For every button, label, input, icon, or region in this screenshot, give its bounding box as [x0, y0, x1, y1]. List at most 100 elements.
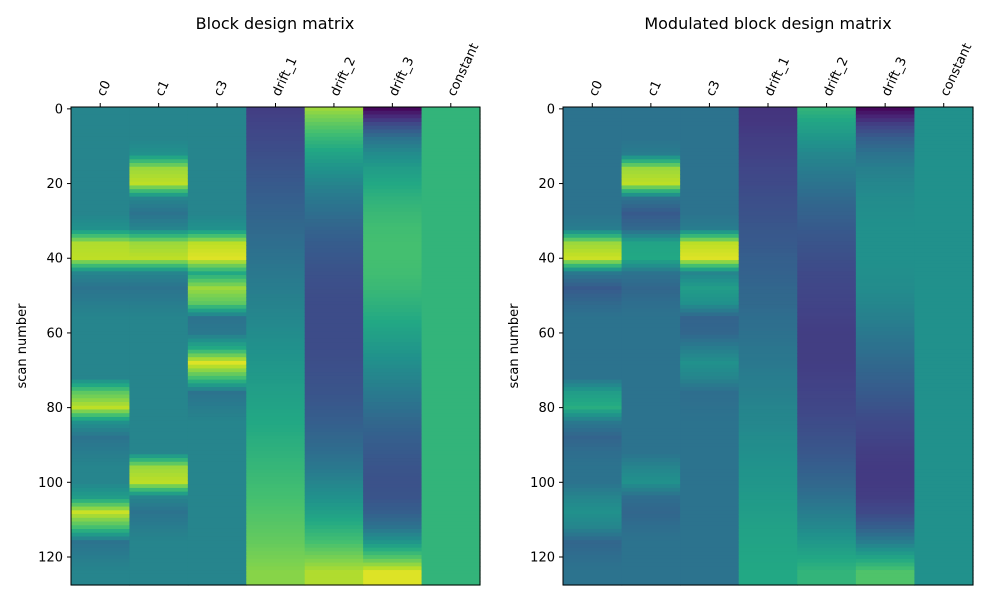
- heatmap-cell: [621, 159, 681, 164]
- heatmap-cell: [363, 155, 423, 160]
- heatmap-cell: [621, 289, 681, 295]
- heatmap-cell: [621, 174, 681, 179]
- heatmap-cell: [129, 226, 189, 231]
- heatmap-cell: [304, 469, 364, 474]
- heatmap-cell: [738, 282, 798, 287]
- heatmap-cell: [621, 458, 681, 463]
- heatmap-cell: [797, 275, 857, 280]
- heatmap-cell: [738, 297, 798, 302]
- heatmap-cell: [363, 316, 423, 321]
- heatmap-cell: [738, 431, 798, 437]
- heatmap-cell: [914, 293, 974, 299]
- heatmap-cell: [421, 540, 481, 545]
- heatmap-cell: [246, 263, 306, 269]
- heatmap-cell: [563, 219, 623, 224]
- heatmap-cell: [129, 450, 189, 455]
- heatmap-cell: [563, 562, 623, 567]
- heatmap-cell: [563, 308, 623, 313]
- heatmap-cell: [738, 189, 798, 194]
- heatmap-cell: [563, 226, 623, 231]
- heatmap-cell: [304, 514, 364, 519]
- heatmap-cell: [563, 454, 623, 459]
- heatmap-cell: [738, 133, 798, 138]
- heatmap-cell: [187, 245, 247, 250]
- heatmap-cell: [246, 107, 306, 112]
- heatmap-cell: [680, 189, 740, 194]
- heatmap-cell: [914, 140, 974, 145]
- heatmap-cell: [738, 461, 798, 467]
- heatmap-cell: [71, 159, 131, 164]
- heatmap-cell: [363, 491, 423, 496]
- heatmap-cell: [680, 185, 740, 190]
- heatmap-cell: [797, 469, 857, 474]
- heatmap-cell: [914, 528, 974, 534]
- heatmap-cell: [738, 260, 798, 265]
- heatmap-cell: [855, 327, 916, 332]
- heatmap-cell: [129, 532, 189, 538]
- heatmap-cell: [421, 136, 481, 142]
- heatmap-cell: [680, 144, 740, 149]
- heatmap-cell: [797, 289, 857, 295]
- heatmap-cell: [621, 577, 681, 582]
- heatmap-cell: [563, 495, 623, 500]
- heatmap-cell: [738, 360, 798, 366]
- heatmap-cell: [680, 353, 740, 358]
- heatmap-cell: [129, 405, 189, 411]
- heatmap-cell: [680, 409, 740, 414]
- heatmap-cell: [621, 151, 681, 157]
- heatmap-cell: [246, 543, 306, 549]
- heatmap-cell: [855, 338, 916, 343]
- heatmap-cell: [621, 383, 681, 388]
- heatmap-cell: [563, 327, 623, 332]
- heatmap-cell: [71, 454, 131, 459]
- heatmap-cell: [421, 204, 481, 209]
- heatmap-cell: [914, 465, 974, 470]
- heatmap-cell: [914, 226, 974, 231]
- heatmap-cell: [797, 364, 857, 370]
- heatmap-cell: [304, 237, 364, 243]
- heatmap-cell: [246, 267, 306, 272]
- heatmap-cell: [71, 125, 131, 131]
- heatmap-cell: [363, 278, 423, 284]
- heatmap-cell: [563, 159, 623, 164]
- heatmap-cell: [797, 331, 857, 336]
- heatmap-cell: [680, 461, 740, 467]
- heatmap-cell: [363, 532, 423, 538]
- heatmap-cell: [71, 319, 131, 325]
- heatmap-cell: [914, 211, 974, 216]
- y-tick-label: 0: [55, 102, 63, 117]
- heatmap-cell: [246, 155, 306, 160]
- heatmap-cell: [563, 375, 623, 381]
- heatmap-cell: [421, 357, 481, 362]
- heatmap-cell: [680, 196, 740, 201]
- heatmap-cell: [304, 495, 364, 500]
- heatmap-cell: [129, 267, 189, 272]
- heatmap-cell: [797, 323, 857, 328]
- heatmap-cell: [71, 562, 131, 567]
- heatmap-cell: [129, 121, 189, 127]
- heatmap-cell: [621, 256, 681, 261]
- heatmap-cell: [304, 405, 364, 411]
- heatmap-cell: [738, 450, 798, 455]
- heatmap-cell: [855, 416, 916, 422]
- heatmap-cell: [738, 428, 798, 433]
- heatmap-cell: [421, 211, 481, 216]
- heatmap-cell: [621, 252, 681, 257]
- heatmap-cell: [797, 316, 857, 321]
- heatmap-cell: [71, 379, 131, 384]
- heatmap-cell: [246, 502, 306, 508]
- heatmap-cell: [621, 566, 681, 571]
- heatmap-cell: [621, 439, 681, 444]
- heatmap-cell: [797, 304, 857, 310]
- heatmap-cell: [563, 140, 623, 145]
- heatmap-cell: [246, 331, 306, 336]
- heatmap-cell: [187, 472, 247, 478]
- heatmap-cell: [129, 211, 189, 216]
- heatmap-cell: [363, 413, 423, 418]
- heatmap-cell: [71, 398, 131, 403]
- heatmap-cell: [187, 506, 247, 511]
- heatmap-cell: [363, 458, 423, 463]
- heatmap-cell: [855, 506, 916, 511]
- heatmap-cell: [855, 275, 916, 280]
- heatmap-cell: [797, 566, 857, 571]
